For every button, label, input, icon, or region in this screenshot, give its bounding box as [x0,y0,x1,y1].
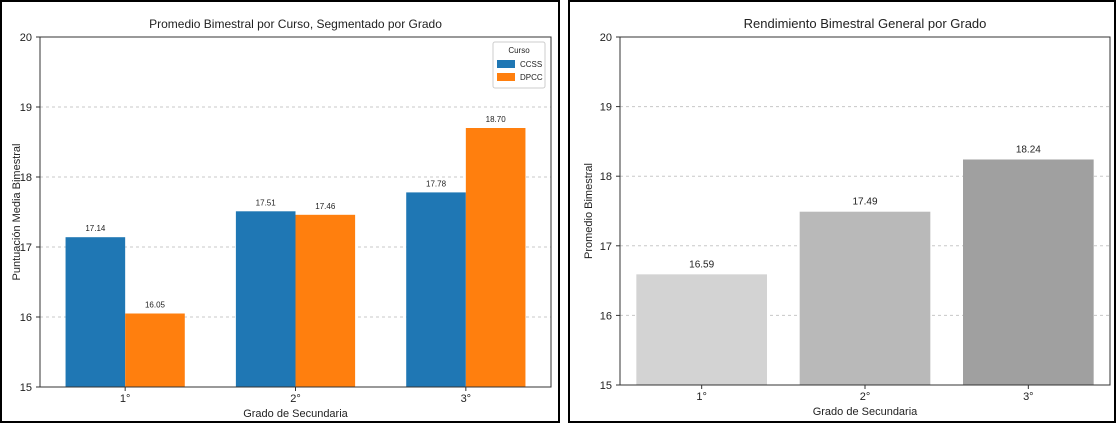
bar-chart: Rendimiento Bimestral General por Grado 1… [583,16,1111,418]
bar [799,211,931,385]
legend-label: CCSS [520,60,542,69]
x-tick-label: 2° [860,391,871,403]
y-tick-label: 15 [600,380,612,392]
y-axis-label: Promedio Bimestral [583,163,595,259]
data-label: 17.49 [852,197,877,208]
y-tick-label: 20 [600,32,612,44]
grouped-bar-chart: Promedio Bimestral por Curso, Segmentado… [11,17,552,420]
y-tick-label: 16 [20,312,32,324]
bar-ccss [406,192,466,387]
x-tick-label: 1° [696,391,707,403]
x-axis-label: Grado de Secundaria [243,408,348,420]
y-tick-label: 17 [20,242,32,254]
data-label: 18.70 [486,115,507,124]
y-tick-label: 17 [600,241,612,253]
y-axis-label: Puntuación Media Bimestral [11,144,23,281]
data-label: 16.59 [689,259,714,270]
x-tick-label: 2° [290,393,301,405]
right-chart-panel: Rendimiento Bimestral General por Grado 1… [568,0,1116,423]
bar-ccss [235,211,296,387]
y-tick-label: 19 [20,102,32,114]
plot-frame [619,36,1111,386]
data-label: 17.14 [85,224,106,233]
chart-title: Promedio Bimestral por Curso, Segmentado… [149,17,442,31]
data-label: 18.24 [1016,144,1041,155]
bar-dpcc [465,128,526,387]
x-axis-label: Grado de Secundaria [813,406,918,418]
x-tick-label: 3° [461,393,472,405]
bar [963,159,1094,385]
y-tick-label: 16 [600,310,612,322]
legend-swatch-dpcc [497,73,515,81]
y-tick-label: 20 [20,32,32,44]
plot-frame [39,36,552,388]
bar-dpcc [125,313,185,387]
chart-title: Rendimiento Bimestral General por Grado [744,16,987,31]
x-tick-label: 1° [120,393,131,405]
data-label: 17.51 [256,198,277,207]
data-label: 17.46 [315,202,336,211]
y-tick-label: 18 [600,171,612,183]
bar-dpcc [295,214,356,387]
left-chart-panel: Promedio Bimestral por Curso, Segmentado… [0,0,560,423]
y-tick-label: 15 [20,382,32,394]
x-tick-label: 3° [1023,391,1034,403]
bar-ccss [65,237,126,387]
legend-title: Curso [508,46,530,55]
y-tick-label: 18 [20,172,32,184]
bar [636,274,767,385]
data-label: 17.78 [426,179,447,188]
legend-swatch-ccss [497,60,515,68]
data-label: 16.05 [145,301,166,310]
y-tick-label: 19 [600,102,612,114]
legend-label: DPCC [520,73,543,82]
